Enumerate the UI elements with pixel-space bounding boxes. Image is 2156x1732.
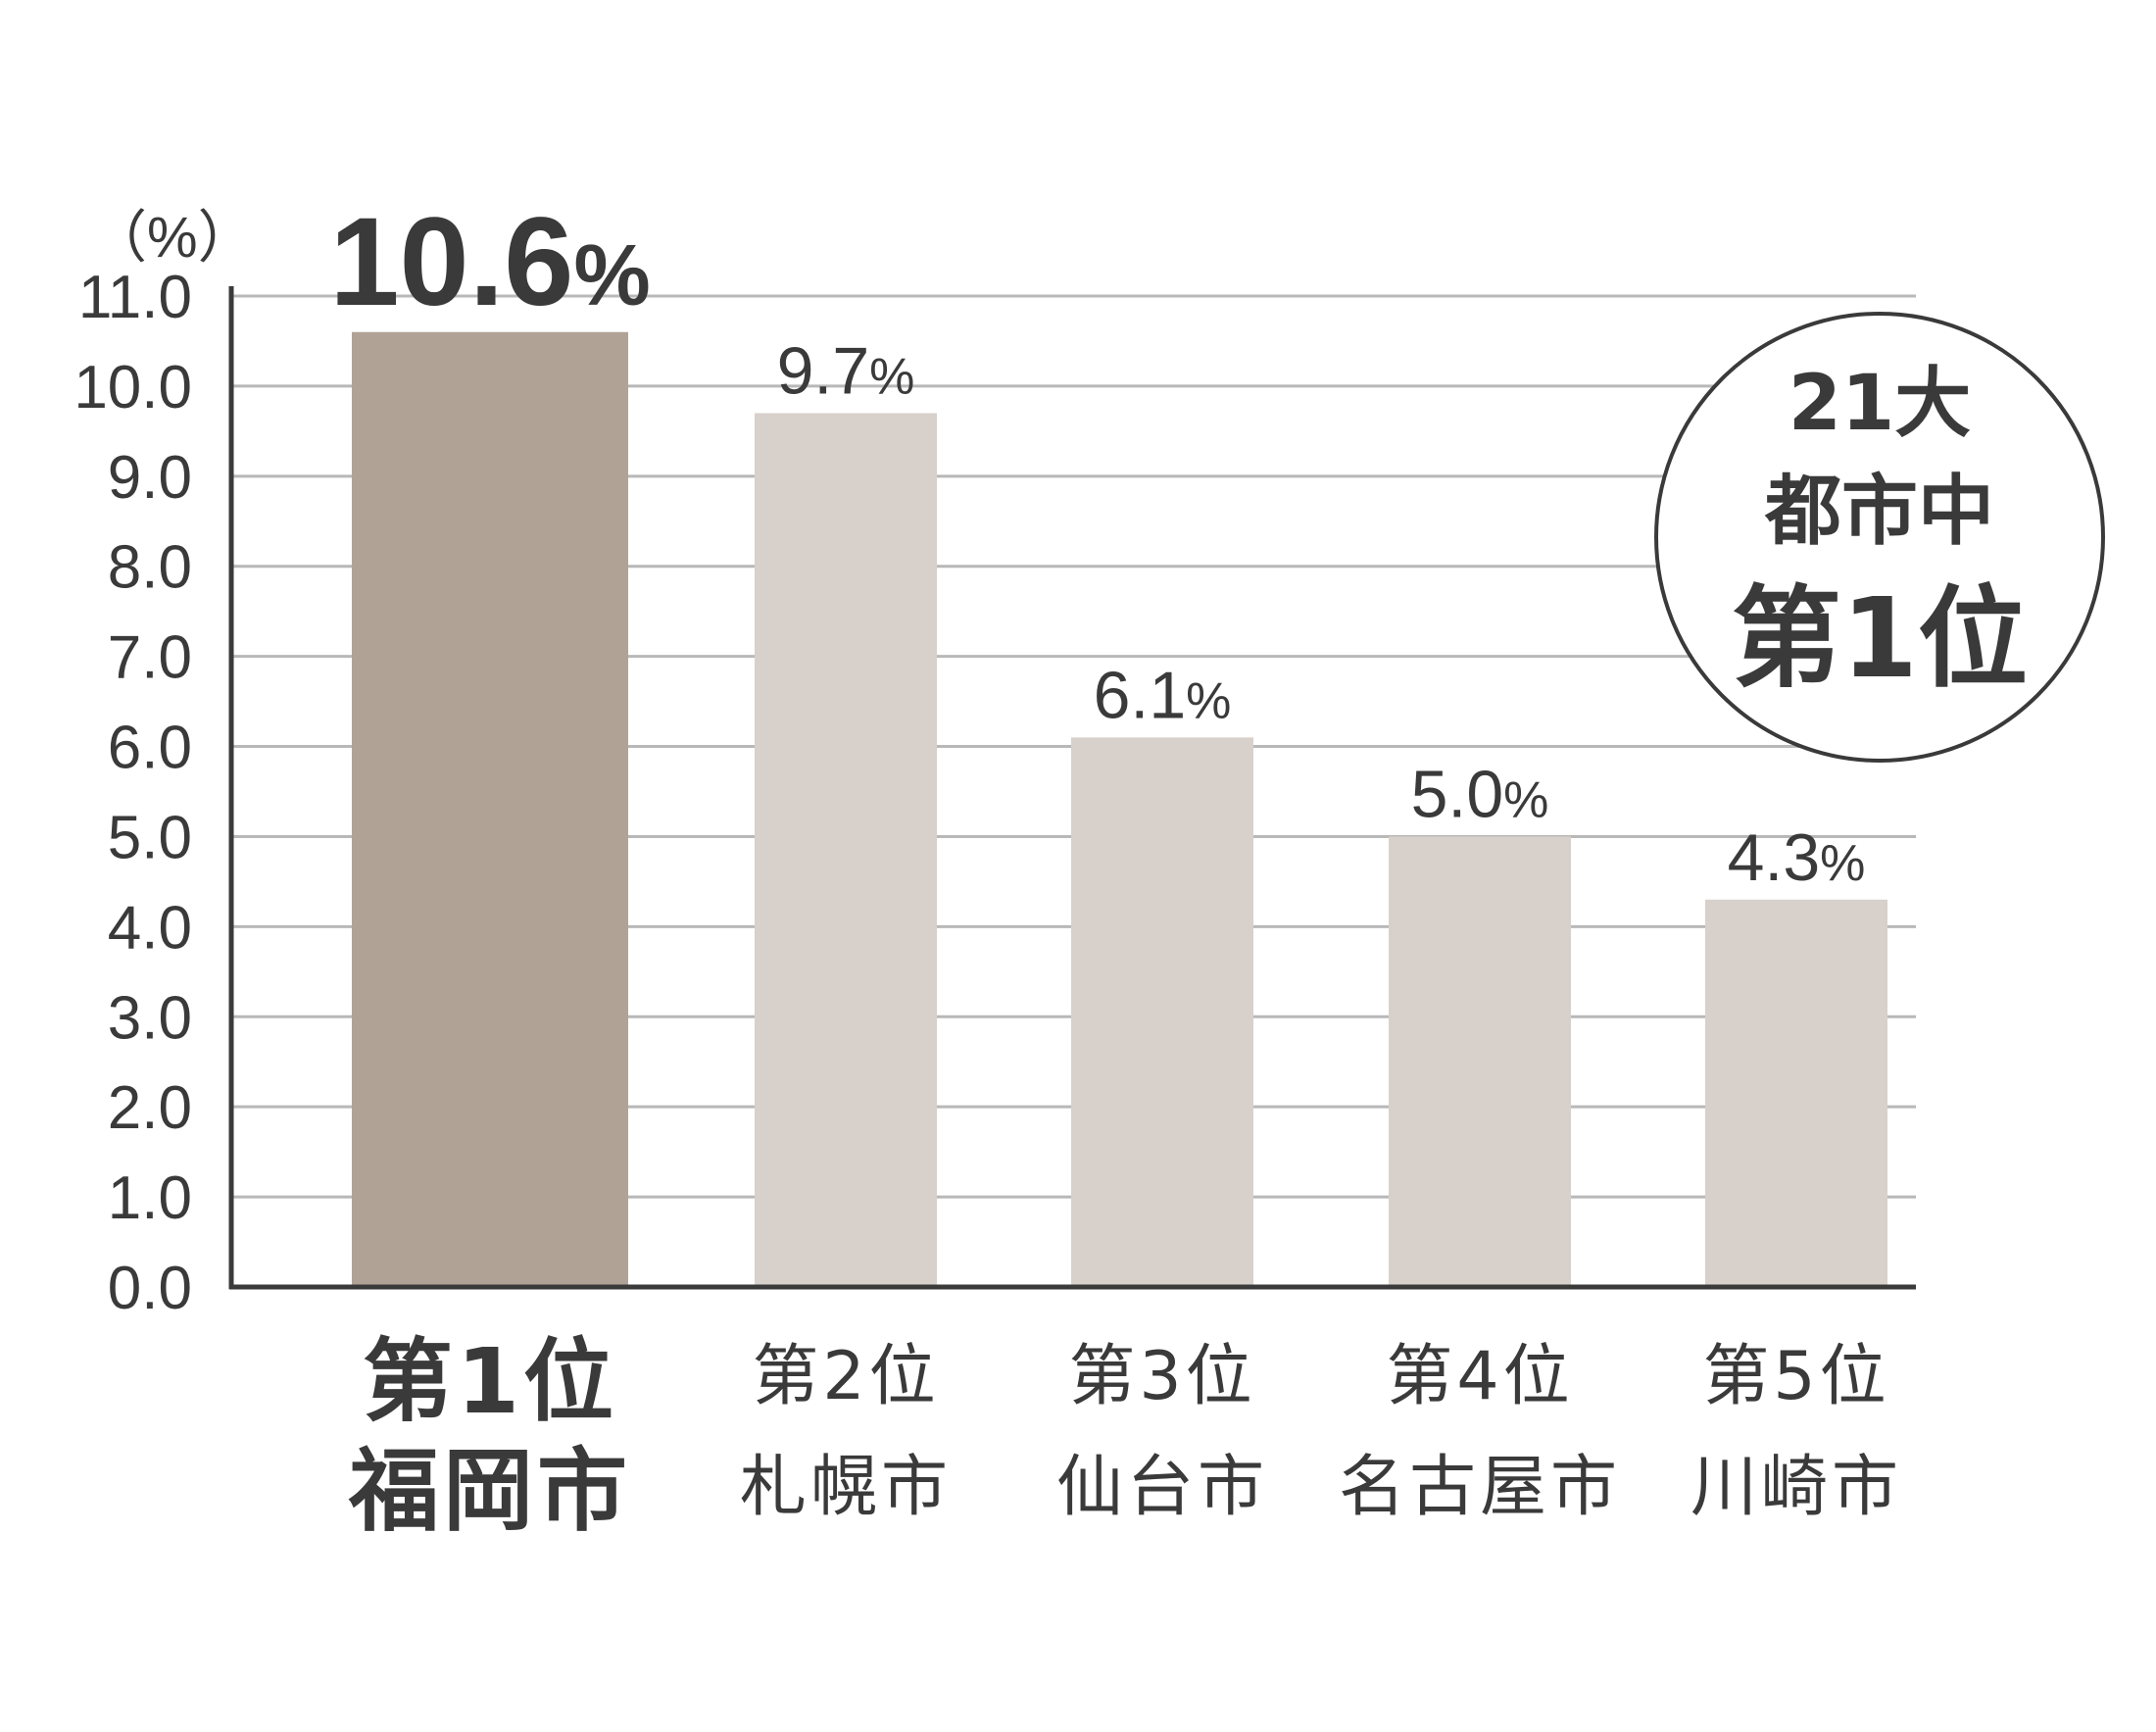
y-tick-label: 11.0 [78, 264, 192, 331]
y-tick-label: 2.0 [108, 1074, 192, 1142]
category-rank: 第4位 [1386, 1338, 1573, 1415]
axes [228, 286, 1916, 1290]
category-rank: 第5位 [1702, 1338, 1889, 1415]
y-tick-label: 3.0 [108, 984, 192, 1052]
category-city: 福岡市 [348, 1439, 631, 1544]
category-rank: 第2位 [752, 1338, 939, 1415]
y-unit-label: （%） [90, 206, 255, 270]
category-city: 川崎市 [1690, 1449, 1902, 1526]
category-rank: 第3位 [1068, 1338, 1255, 1415]
y-tick-label: 4.0 [108, 894, 192, 962]
badge-line-3: 第1位 [1732, 575, 2028, 703]
badge-line-1: 21大 [1788, 360, 1972, 448]
bar [1071, 737, 1253, 1287]
data-label: 6.1% [1094, 658, 1232, 732]
data-label: 4.3% [1728, 820, 1866, 895]
y-tick-label: 5.0 [108, 804, 192, 871]
y-axis-ticks: 0.0 1.0 2.0 3.0 4.0 5.0 6.0 7.0 8.0 9.0 10.0 11.0 [74, 264, 192, 1322]
y-tick-label: 0.0 [108, 1255, 192, 1322]
y-tick-label: 6.0 [108, 715, 192, 782]
badge-line-2: 都市中 [1764, 468, 1994, 556]
data-label: 5.0% [1411, 757, 1549, 831]
y-tick-label: 10.0 [74, 354, 192, 421]
data-label: 10.6% [329, 192, 650, 332]
bar [1389, 836, 1571, 1287]
category-city: 名古屋市 [1339, 1449, 1621, 1526]
bar [352, 331, 628, 1287]
category-rank: 第1位 [363, 1329, 617, 1434]
y-tick-label: 1.0 [108, 1164, 192, 1232]
bar [1705, 899, 1887, 1287]
category-city: 仙台市 [1056, 1449, 1268, 1526]
y-tick-label: 7.0 [108, 624, 192, 692]
data-label: 9.7% [777, 333, 915, 408]
bars [352, 331, 1887, 1287]
y-tick-label: 9.0 [108, 444, 192, 512]
y-tick-label: 8.0 [108, 534, 192, 602]
bar [755, 413, 937, 1287]
category-city: 札幌市 [740, 1449, 952, 1526]
ranking-badge: 21大 都市中 第1位 [1654, 312, 2105, 763]
badge-circle [1654, 312, 2105, 763]
value-labels: 10.6% 9.7% 6.1% 5.0% 4.3% [329, 192, 1865, 895]
